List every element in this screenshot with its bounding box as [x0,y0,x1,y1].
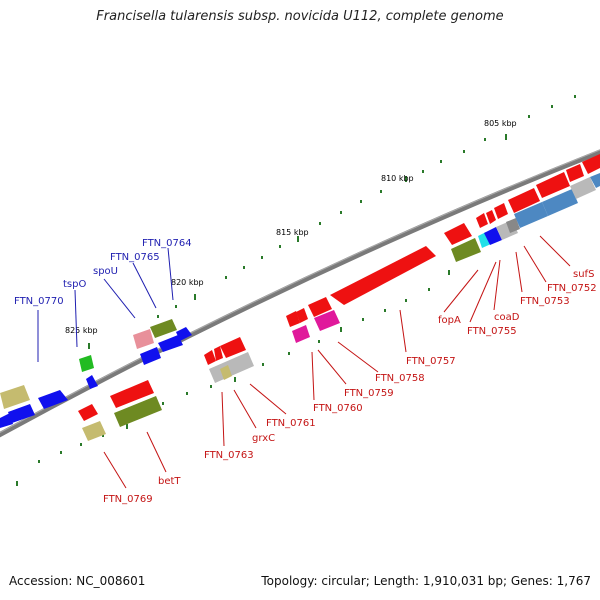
gene-gray-a [209,352,254,383]
gene-steel-b [542,189,578,216]
gene-steel-a [514,202,548,228]
leader-lines-bottom [103,235,571,489]
gene-ftn-0763-red [204,350,216,365]
gene-red-d [486,210,496,224]
gene-label-ftn-0764: FTN_0764 [142,238,192,249]
gene-gray-c [506,218,520,233]
gene-khaki-c [220,365,232,380]
gene-label-ftn-0755: FTN_0755 [467,326,517,337]
gene-features-inner [78,154,600,441]
gene-label-coad: coaD [494,312,520,323]
gene-red-b [444,223,472,245]
gene-coad-red [508,188,540,213]
kbp-marker-810: 810 kbp [381,174,414,183]
gene-tspo-green [79,355,94,372]
gene-ftn-0759-red [308,297,332,317]
gene-label-fopa: fopA [438,315,461,326]
gene-label-ftn-0770: FTN_0770 [14,296,64,307]
gene-khaki-a [0,385,30,409]
gene-magenta-a [292,325,310,343]
kbp-marker-820: 820 kbp [171,278,204,287]
genome-backbone-highlight [0,149,600,434]
kbp-marker-815: 815 kbp [276,228,309,237]
gene-label-ftn-0765: FTN_0765 [110,252,160,263]
gene-red-c [476,213,488,228]
gene-label-grxc: grxC [252,433,275,444]
gene-sufs-red [582,154,600,174]
gene-fopa-cyan [478,232,491,248]
gene-blue-b [140,347,161,365]
outer-ruler [88,95,576,349]
gene-label-ftn-0760: FTN_0760 [313,403,363,414]
gene-features-outer [0,319,192,428]
gene-label-spou: spoU [93,266,118,277]
gene-label-ftn-0769: FTN_0769 [103,494,153,505]
gene-red-e [494,203,508,219]
gene-bett-olive [114,396,162,427]
gene-ftn-0770-blue [38,390,68,409]
gene-grxc-red [214,346,223,361]
gene-olive-b [451,238,481,262]
gene-ftn-0765-olive [150,319,177,338]
gene-blue-a [158,335,183,352]
gene-ftn-0769-red [78,404,98,421]
kbp-marker-805: 805 kbp [484,119,517,128]
gene-red-a [296,308,308,323]
gene-gray-d [570,177,596,199]
gene-steel-c [590,173,600,188]
map-title: Francisella tularensis subsp. novicida U… [96,9,504,24]
gene-label-bett: betT [158,476,181,487]
gene-ftn-0757-red [330,246,436,305]
kbp-marker-825: 825 kbp [65,326,98,335]
genome-stats-text: Topology: circular; Length: 1,910,031 bp… [261,574,591,588]
gene-label-ftn-0757: FTN_0757 [406,356,456,367]
gene-spou-pink [133,329,154,349]
gene-ftn-0760-red [286,311,300,327]
gene-ftn-0764-blue [176,327,192,341]
gene-khaki-b [82,421,106,441]
leader-lines-top [37,247,174,362]
gene-label-sufs: sufS [573,269,594,280]
gene-label-ftn-0761: FTN_0761 [266,418,316,429]
gene-blue-e [0,413,13,428]
gene-label-ftn-0759: FTN_0759 [344,388,394,399]
inner-ruler [16,270,450,486]
gene-label-tspo: tspO [63,279,86,290]
gene-magenta-b [314,310,340,331]
gene-blue-c [86,375,98,389]
accession-text: Accession: NC_008601 [9,574,146,588]
gene-label-ftn-0752: FTN_0752 [547,283,597,294]
genome-backbone [0,149,600,438]
gene-label-ftn-0763: FTN_0763 [204,450,254,461]
gene-blue-d [8,404,35,423]
gene-ftn-0752-red [566,164,584,182]
gene-ftn-0753-red [536,172,570,198]
gene-label-ftn-0758: FTN_0758 [375,373,425,384]
gene-label-ftn-0753: FTN_0753 [520,296,570,307]
gene-bett-red [110,380,154,408]
gene-ftn-0761-red [220,337,246,358]
gene-blue-f [484,227,502,245]
